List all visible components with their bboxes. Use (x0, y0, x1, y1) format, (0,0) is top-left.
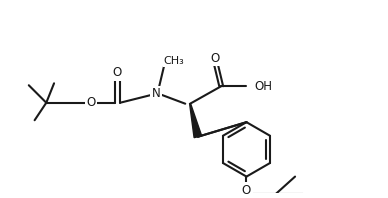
Text: OH: OH (254, 80, 272, 93)
Text: CH₃: CH₃ (164, 56, 185, 66)
Text: N: N (152, 88, 161, 101)
Text: O: O (113, 66, 122, 79)
Text: O: O (242, 184, 251, 197)
Polygon shape (190, 104, 202, 138)
Text: O: O (87, 96, 95, 109)
Text: O: O (211, 51, 220, 65)
